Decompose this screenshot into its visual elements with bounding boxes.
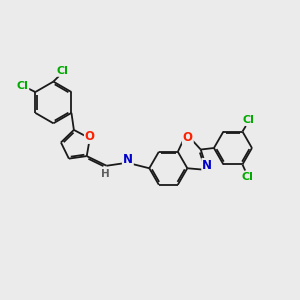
- Text: Cl: Cl: [56, 66, 68, 76]
- Text: Cl: Cl: [241, 172, 253, 182]
- Text: N: N: [202, 159, 212, 172]
- Text: O: O: [183, 131, 193, 144]
- Text: H: H: [101, 169, 110, 179]
- Text: N: N: [123, 153, 133, 166]
- Text: Cl: Cl: [242, 115, 254, 125]
- Text: O: O: [85, 130, 95, 143]
- Text: Cl: Cl: [16, 81, 28, 91]
